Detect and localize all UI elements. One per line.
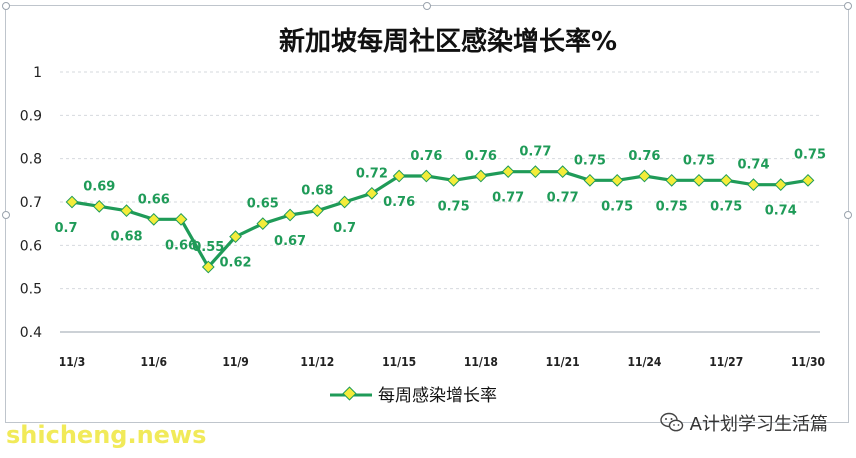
- chart-frame: [2, 2, 852, 423]
- x-tick-label: 11/30: [791, 355, 825, 369]
- data-label: 0.75: [656, 199, 688, 214]
- data-label: 0.69: [83, 179, 115, 194]
- data-label: 0.76: [628, 149, 660, 164]
- data-point[interactable]: [801, 173, 815, 187]
- x-tick-label: 11/3: [59, 355, 85, 369]
- data-label: 0.66: [165, 238, 197, 253]
- series-line: [71, 170, 809, 269]
- chart-title: 新加坡每周社区感染增长率%: [279, 26, 617, 57]
- y-axis: 0.4 0.5 0.6 0.7 0.8 0.9 1: [20, 65, 42, 341]
- resize-handle-top-left[interactable]: [2, 2, 10, 10]
- data-point[interactable]: [283, 208, 297, 222]
- data-label: 0.62: [220, 256, 252, 271]
- y-tick-label: 0.7: [20, 195, 42, 211]
- data-label: 0.76: [383, 195, 415, 210]
- y-tick-label: 1: [33, 65, 42, 81]
- data-point[interactable]: [501, 165, 515, 179]
- legend-label: 每周感染增长率: [378, 386, 497, 406]
- data-label: 0.75: [683, 153, 715, 168]
- data-label: 0.75: [794, 147, 826, 162]
- data-point[interactable]: [529, 165, 542, 179]
- y-tick-label: 0.4: [20, 325, 42, 341]
- y-tick-label: 0.9: [20, 108, 42, 124]
- legend[interactable]: 每周感染增长率: [330, 386, 497, 406]
- resize-handle-top[interactable]: [423, 2, 431, 10]
- data-label: 0.75: [601, 199, 633, 214]
- series-layer: [65, 165, 815, 274]
- data-point[interactable]: [665, 173, 679, 187]
- data-label: 0.74: [765, 204, 797, 219]
- data-point[interactable]: [338, 195, 351, 209]
- x-tick-label: 11/24: [627, 355, 661, 369]
- data-point[interactable]: [147, 212, 161, 226]
- data-point[interactable]: [392, 169, 406, 183]
- data-point[interactable]: [747, 178, 760, 192]
- data-point[interactable]: [229, 230, 242, 244]
- data-label: 0.77: [519, 145, 551, 160]
- data-label: 0.75: [710, 199, 742, 214]
- data-label: 0.65: [247, 197, 279, 212]
- data-label: 0.77: [547, 191, 579, 206]
- y-tick-label: 0.8: [20, 152, 42, 168]
- data-label: 0.77: [492, 191, 524, 206]
- legend-marker: [342, 386, 357, 401]
- x-tick-label: 11/9: [222, 355, 248, 369]
- data-point[interactable]: [365, 186, 379, 200]
- data-point[interactable]: [774, 178, 788, 192]
- data-label: 0.68: [110, 230, 142, 245]
- resize-handle-left[interactable]: [2, 211, 10, 219]
- data-point[interactable]: [583, 173, 597, 187]
- data-label: 0.72: [356, 166, 388, 181]
- wechat-icon: [659, 412, 683, 432]
- data-label: 0.76: [465, 149, 497, 164]
- x-tick-label: 11/15: [382, 355, 416, 369]
- data-label: 0.67: [274, 234, 306, 249]
- y-tick-label: 0.5: [20, 282, 42, 298]
- data-label: 0.66: [138, 192, 170, 207]
- x-tick-label: 11/6: [141, 355, 167, 369]
- y-tick-label: 0.6: [20, 238, 42, 254]
- x-axis: 11/3 11/6 11/9 11/12 11/15 11/18 11/21 11/24 11/…: [59, 355, 825, 369]
- resize-handle-right[interactable]: [844, 211, 852, 219]
- data-label: 0.75: [438, 199, 470, 214]
- data-point[interactable]: [201, 260, 215, 274]
- data-label: 0.55: [192, 240, 224, 255]
- data-labels: 0.70.690.680.660.660.550.620.650.670.680…: [54, 145, 826, 271]
- data-point[interactable]: [310, 204, 324, 218]
- data-point[interactable]: [420, 169, 433, 183]
- data-point[interactable]: [92, 199, 106, 213]
- data-point[interactable]: [692, 173, 706, 187]
- data-point[interactable]: [120, 204, 133, 218]
- wechat-account-name: A计划学习生活篇: [689, 414, 828, 435]
- data-point[interactable]: [447, 173, 460, 187]
- data-label: 0.68: [301, 184, 333, 199]
- watermark: shicheng.news: [6, 421, 207, 449]
- grid-layer: [60, 71, 820, 333]
- data-point[interactable]: [65, 195, 79, 209]
- x-tick-label: 11/27: [709, 355, 743, 369]
- data-point[interactable]: [610, 173, 624, 187]
- data-label: 0.7: [333, 221, 356, 236]
- data-label: 0.75: [574, 153, 606, 168]
- data-point[interactable]: [174, 212, 188, 226]
- data-label: 0.74: [737, 158, 769, 173]
- x-tick-label: 11/18: [464, 355, 498, 369]
- data-point[interactable]: [638, 169, 651, 183]
- data-point[interactable]: [474, 169, 488, 183]
- data-label: 0.7: [54, 221, 77, 236]
- resize-handle-top-right[interactable]: [844, 2, 852, 10]
- x-tick-label: 11/12: [300, 355, 334, 369]
- wechat-account[interactable]: A计划学习生活篇: [659, 410, 828, 436]
- data-label: 0.76: [410, 149, 442, 164]
- data-point[interactable]: [719, 173, 733, 187]
- data-point[interactable]: [256, 217, 270, 231]
- data-point[interactable]: [556, 165, 570, 179]
- x-tick-label: 11/21: [546, 355, 580, 369]
